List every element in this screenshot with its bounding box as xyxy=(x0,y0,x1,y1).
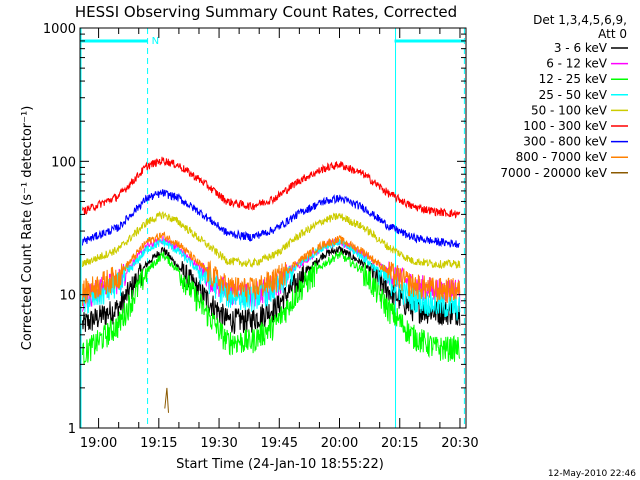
x-tick-label: 20:30 xyxy=(441,436,478,451)
x-tick-label: 19:15 xyxy=(140,436,177,451)
y-axis-ticks: 1 10 100 1000 xyxy=(43,22,466,437)
plot-frame xyxy=(79,27,467,429)
x-tick-label: 20:00 xyxy=(321,436,358,451)
y-axis-label: Corrected Count Rate (s⁻¹ detector⁻¹) xyxy=(20,106,35,351)
x-tick-label: 19:45 xyxy=(261,436,298,451)
x-tick-label: 19:30 xyxy=(200,436,237,451)
night-flag-label: N xyxy=(152,36,159,47)
legend-entry-label: 7000 - 20000 keV xyxy=(500,166,607,180)
chart-title: HESSI Observing Summary Count Rates, Cor… xyxy=(75,3,457,21)
night-interval-1: N xyxy=(80,28,159,428)
y-tick-label: 100 xyxy=(51,155,76,170)
legend-entry-label: 800 - 7000 keV xyxy=(516,150,608,164)
y-tick-label: 1000 xyxy=(43,22,76,37)
series-line-1 xyxy=(82,245,461,334)
legend-header-attenuator: Att 0 xyxy=(598,27,627,41)
plot-area: N xyxy=(80,28,465,428)
series-line-3 xyxy=(82,250,461,365)
legend-entry-label: 50 - 100 keV xyxy=(531,103,608,117)
legend-entry-label: 300 - 800 keV xyxy=(523,135,607,149)
series-line-7 xyxy=(82,189,461,248)
legend-entry-label: 3 - 6 keV xyxy=(554,41,608,55)
series-line-5 xyxy=(82,210,461,270)
night-interval-2 xyxy=(394,28,465,428)
series-line-6 xyxy=(82,156,461,219)
series-line-8 xyxy=(82,231,461,307)
x-tick-label: 20:15 xyxy=(381,436,418,451)
legend-entry-label: 6 - 12 keV xyxy=(546,57,608,71)
legend-entry-label: 12 - 25 keV xyxy=(539,72,608,86)
y-tick-label: 10 xyxy=(59,289,76,304)
y-tick-label: 1 xyxy=(68,422,76,437)
legend-entry-label: 100 - 300 keV xyxy=(523,119,607,133)
legend: Det 1,3,4,5,6,9, Att 0 3 - 6 keV 6 - 12 k… xyxy=(500,13,628,180)
legend-entry-label: 25 - 50 keV xyxy=(539,88,608,102)
x-tick-label: 19:00 xyxy=(80,436,117,451)
x-axis-label: Start Time (24-Jan-10 18:55:22) xyxy=(176,457,384,472)
x-axis-ticks: 19:00 19:15 19:30 19:45 20:00 20:15 20:30 xyxy=(80,28,479,451)
footer-date: 12-May-2010 22:46 xyxy=(548,469,636,479)
legend-header-detectors: Det 1,3,4,5,6,9, xyxy=(533,13,627,27)
series-line-9 xyxy=(164,387,169,413)
